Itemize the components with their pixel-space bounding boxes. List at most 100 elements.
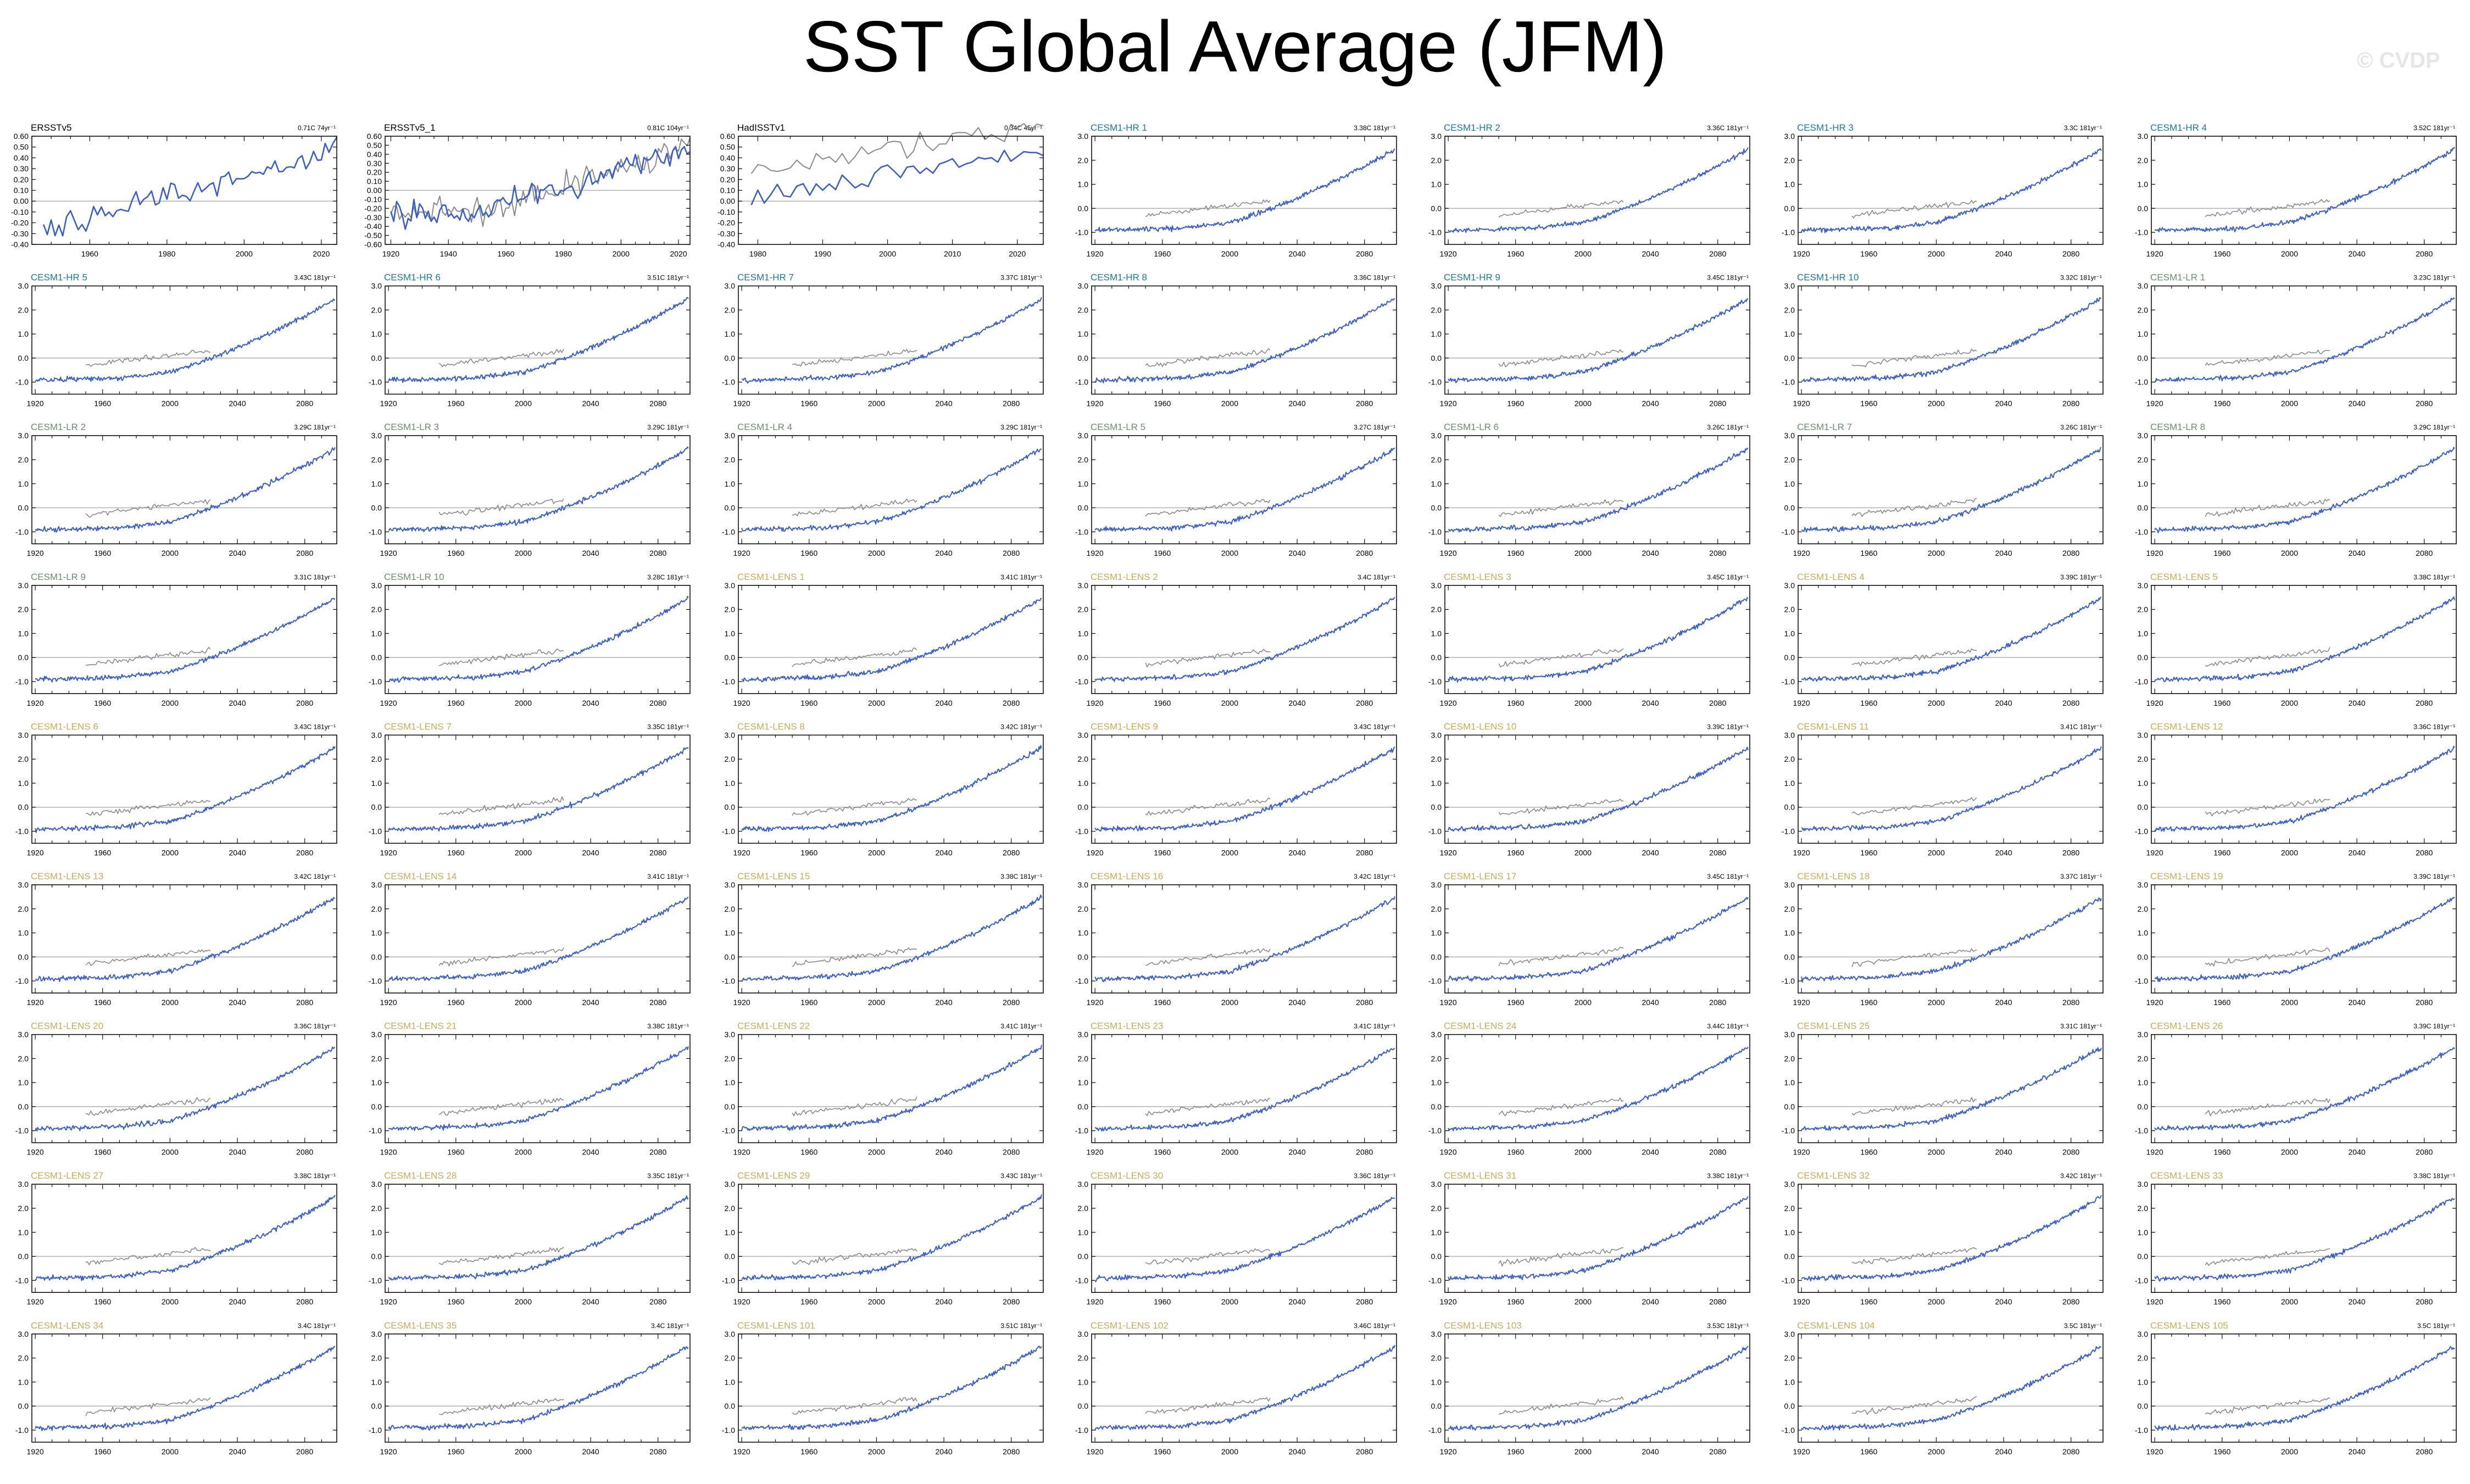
y-tick-label: 2.0: [2138, 605, 2149, 614]
series-line: [388, 747, 689, 832]
panel: CESM1-LENS 16 3.42C 181yr⁻¹ -1.0 0.0 1.0 2.0 3…: [1075, 871, 1397, 1007]
x-tick-label: 2000: [1575, 1447, 1592, 1456]
x-tick-label: 2040: [2349, 1297, 2366, 1306]
x-tick-label: 1960: [1860, 249, 1877, 258]
y-tick-label: 1.0: [1078, 1078, 1089, 1087]
x-tick-label: 2080: [2062, 1148, 2079, 1157]
trend-label: 3.35C 181yr⁻¹: [647, 1172, 689, 1180]
series-line: [1448, 1046, 1749, 1131]
y-tick-label: 3.0: [2138, 1180, 2149, 1189]
y-tick-label: 3.0: [2138, 880, 2149, 889]
trend-label: 3.36C 181yr⁻¹: [1707, 124, 1749, 132]
trend-label: 3.38C 181yr⁻¹: [1707, 1172, 1749, 1180]
x-tick-label: 1960: [2213, 998, 2230, 1007]
x-tick-label: 2000: [1575, 1148, 1592, 1157]
trend-label: 3.43C 181yr⁻¹: [294, 274, 336, 282]
trend-label: 3.39C 181yr⁻¹: [2060, 573, 2102, 581]
panel-frame: [1798, 585, 2104, 694]
x-tick-label: 2040: [936, 549, 953, 557]
y-tick-label: -1.0: [1075, 228, 1088, 237]
y-tick-label: 2.0: [1431, 156, 1442, 165]
x-tick-label: 2000: [1575, 249, 1592, 258]
x-tick-label: 2000: [1221, 1447, 1238, 1456]
panel-frame: [2151, 435, 2457, 544]
x-tick-label: 1920: [1087, 699, 1104, 707]
y-tick-label: 2.0: [2138, 1354, 2149, 1363]
x-tick-label: 2040: [1642, 1148, 1659, 1157]
trend-label: 3.32C 181yr⁻¹: [2060, 274, 2102, 282]
y-tick-label: -0.20: [364, 204, 382, 213]
x-tick-label: 1960: [81, 249, 98, 258]
y-tick-label: 0.10: [14, 186, 29, 195]
y-tick-label: 1.0: [725, 629, 736, 638]
y-tick-label: 3.0: [2138, 730, 2149, 739]
y-tick-label: 3.0: [2138, 282, 2149, 291]
y-tick-label: 3.0: [1431, 1330, 1442, 1338]
trend-label: 3.36C 181yr⁻¹: [294, 1023, 336, 1030]
series-line: [1094, 298, 1395, 383]
overlay-line: [1498, 499, 1624, 517]
x-tick-label: 2080: [1356, 1447, 1373, 1456]
x-tick-label: 2080: [296, 699, 313, 707]
series-line: [1094, 596, 1395, 682]
y-tick-label: 2.0: [1431, 455, 1442, 464]
x-tick-label: 1920: [1087, 549, 1104, 557]
y-tick-label: 0.0: [2138, 653, 2149, 662]
y-tick-label: -0.30: [11, 229, 29, 238]
x-tick-label: 2080: [1356, 399, 1373, 408]
y-tick-label: 2.0: [1078, 605, 1089, 614]
x-tick-label: 2000: [1928, 399, 1945, 408]
y-tick-label: 0.0: [725, 1102, 736, 1111]
x-tick-label: 2040: [1289, 848, 1306, 857]
y-tick-label: 3.0: [1078, 282, 1089, 291]
x-tick-label: 2080: [649, 399, 666, 408]
panel-frame: [2151, 734, 2457, 844]
x-tick-label: 1940: [440, 249, 457, 258]
x-tick-label: 2080: [1003, 998, 1020, 1007]
x-tick-label: 2040: [229, 1447, 246, 1456]
y-tick-label: 3.0: [1078, 1330, 1089, 1338]
panel: CESM1-LR 7 3.26C 181yr⁻¹ -1.0 0.0 1.0 2.0 3.0 1…: [1782, 422, 2104, 557]
y-tick-label: 1.0: [18, 929, 29, 938]
x-tick-label: 2080: [296, 1447, 313, 1456]
y-tick-label: -1.0: [369, 677, 382, 686]
panel-frame: [1444, 1184, 1750, 1293]
x-tick-label: 2040: [2349, 249, 2366, 258]
x-tick-label: 1960: [2213, 399, 2230, 408]
panel-frame: [31, 884, 337, 994]
x-tick-label: 2000: [162, 1447, 179, 1456]
panel-title: CESM1-HR 1: [1091, 122, 1147, 133]
y-tick-label: -1.0: [1075, 378, 1088, 387]
series-line: [2154, 596, 2455, 682]
y-tick-label: 1.0: [1784, 1078, 1795, 1087]
panel: CESM1-LR 3 3.29C 181yr⁻¹ -1.0 0.0 1.0 2.0 3.0 1…: [369, 422, 691, 557]
panel-frame: [1091, 1034, 1397, 1143]
x-tick-label: 2080: [2062, 1447, 2079, 1456]
x-tick-label: 2080: [1709, 1297, 1726, 1306]
y-tick-label: 2.0: [725, 1354, 736, 1363]
overlay-line: [1498, 1396, 1624, 1415]
panel-title: CESM1-LENS 26: [2150, 1021, 2223, 1031]
panel: CESM1-LENS 105 3.5C 181yr⁻¹ -1.0 0.0 1.0 2.0 3…: [2135, 1320, 2457, 1456]
x-tick-label: 2000: [1221, 1297, 1238, 1306]
x-tick-label: 2000: [879, 249, 896, 258]
overlay-line: [438, 1247, 564, 1265]
y-tick-label: 3.0: [18, 282, 29, 291]
x-tick-label: 2040: [1642, 1447, 1659, 1456]
panel: CESM1-LENS 23 3.41C 181yr⁻¹ -1.0 0.0 1.0 2.0 3…: [1075, 1021, 1397, 1157]
panel-title: CESM1-LR 5: [1091, 422, 1145, 432]
x-tick-label: 2000: [2281, 998, 2298, 1007]
series-line: [750, 149, 1044, 205]
y-tick-label: 2.0: [18, 1204, 29, 1213]
x-tick-label: 2040: [2349, 699, 2366, 707]
x-tick-label: 2000: [1575, 1297, 1592, 1306]
x-tick-label: 2040: [2349, 998, 2366, 1007]
x-tick-label: 1920: [1440, 549, 1457, 557]
y-tick-label: 0.0: [725, 1402, 736, 1410]
y-tick-label: 3.0: [371, 581, 382, 590]
x-tick-label: 2000: [1575, 699, 1592, 707]
series-line: [2154, 447, 2455, 533]
x-tick-label: 1960: [1860, 998, 1877, 1007]
panel-frame: [738, 435, 1044, 544]
trend-label: 3.39C 181yr⁻¹: [2413, 873, 2455, 880]
